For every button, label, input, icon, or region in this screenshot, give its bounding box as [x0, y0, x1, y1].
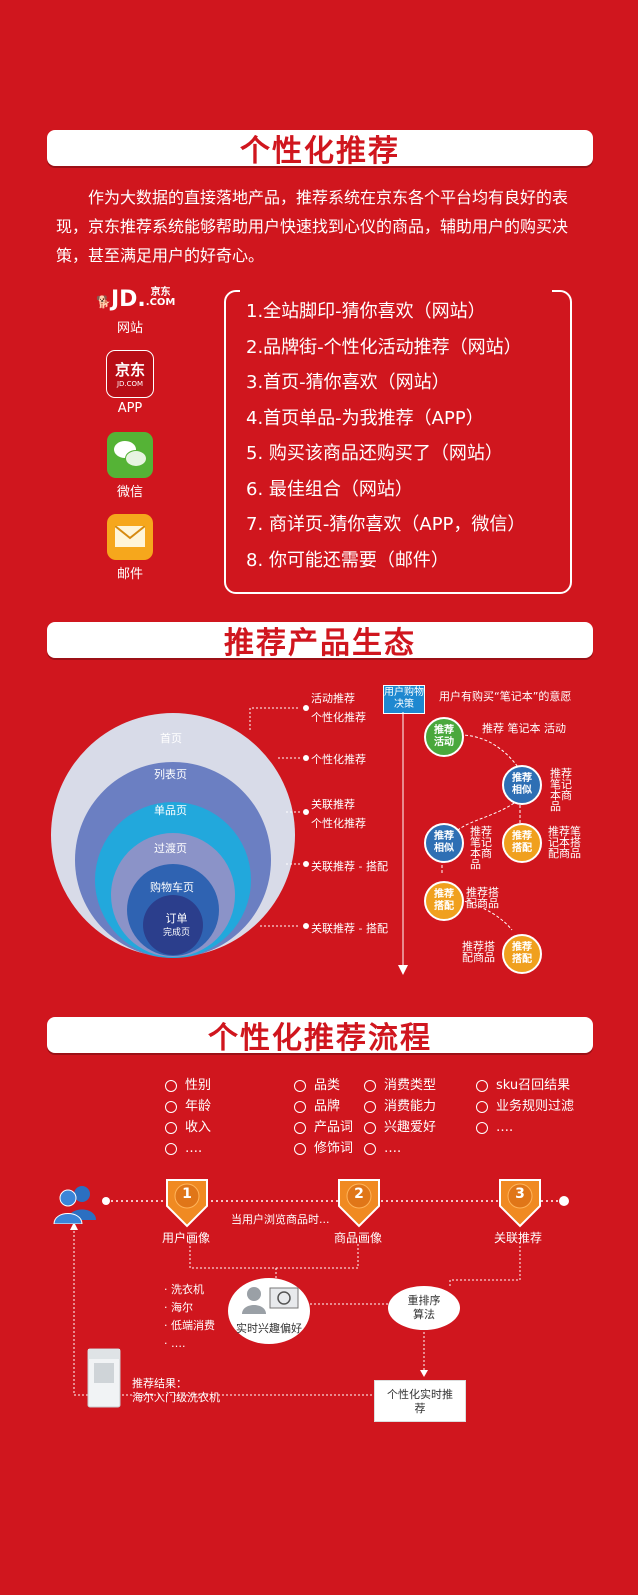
platform-mail: 邮件 — [96, 514, 164, 582]
platform-label: 网站 — [116, 321, 143, 336]
step-number: 2 — [354, 1186, 364, 1202]
radio-icon — [165, 1079, 177, 1092]
step-label: 商品画像 — [334, 1231, 383, 1245]
node-recommend-activity: 推荐活动 — [424, 717, 464, 757]
profile-bullets: · 洗衣机 · 海尔 · 低端消费 · …. — [164, 1283, 215, 1350]
interest-graphic-icon — [240, 1284, 300, 1314]
annotation: 个性化推荐 — [311, 753, 366, 766]
radio-icon — [294, 1079, 306, 1092]
node-note: 推荐搭配商品 — [462, 940, 495, 964]
decision-arrow — [398, 712, 408, 975]
radio-icon — [294, 1100, 306, 1113]
item-attributes: 品类 品牌 产品词 修饰词 — [294, 1075, 353, 1159]
recommendation-list: 1.全站脚印-猜你喜欢（网站） 2.品牌街-个性化活动推荐（网站） 3.首页-猜… — [246, 294, 525, 578]
annotation: 活动推荐 — [311, 692, 355, 705]
rerank-bubble: 重排序算法 — [388, 1286, 460, 1330]
platform-wechat: 微信 — [96, 432, 164, 500]
step-2-marker — [338, 1179, 380, 1228]
annotation-connectors — [249, 705, 309, 929]
ring-label-order: 订单 完成页 — [163, 912, 191, 938]
jd-logo: 🐕JD. 京东 .COM — [96, 287, 176, 312]
section-title: 个性化推荐 — [240, 134, 400, 169]
node-recommend-combo: 推荐搭配 — [424, 881, 464, 921]
radio-icon — [476, 1079, 488, 1092]
radio-icon — [165, 1142, 177, 1155]
consumption-attributes: 消费类型 消费能力 兴趣爱好 …. — [364, 1075, 436, 1159]
section-title-banner: 个性化推荐流程 — [47, 1017, 593, 1056]
list-item: 7. 商详页-猜你喜欢（APP，微信） — [246, 514, 526, 535]
ring-label-cart: 购物车页 — [150, 881, 194, 894]
platform-label: 邮件 — [116, 567, 143, 582]
node-note: 推荐 笔记本 活动 — [482, 722, 566, 735]
interest-label: 实时兴趣偏好 — [236, 1322, 302, 1335]
list-item: 1.全站脚印-猜你喜欢（网站） — [246, 301, 486, 322]
step-label: 关联推荐 — [494, 1231, 543, 1245]
platform-website: 🐕JD. 京东 .COM 网站 — [96, 287, 176, 337]
section-title-banner: 个性化推荐 — [47, 130, 593, 169]
page-funnel-circles — [51, 713, 295, 958]
annotation: 个性化推荐 — [311, 711, 366, 724]
radio-icon — [165, 1121, 177, 1134]
node-recommend-similar: 推荐相似 — [424, 823, 464, 863]
list-item: 2.品牌街-个性化活动推荐（网站） — [246, 336, 522, 358]
node-recommend-combo: 推荐搭配 — [502, 934, 542, 974]
node-recommend-similar: 推荐相似 — [502, 765, 542, 805]
node-note: 推荐笔记本商品 — [550, 767, 572, 813]
intro-paragraph: 作为大数据的直接落地产品，推荐系统在京东各个平台均有良好的表现，京东推荐系统能够… — [56, 183, 586, 270]
jd-app-icon: 京东 JD.COM — [106, 350, 154, 398]
decision-box: 用户购物决策 — [383, 685, 425, 714]
section-title-banner: 推荐产品生态 — [47, 622, 593, 661]
ring-label-item: 单品页 — [154, 804, 187, 817]
list-item: 4.首页单品-为我推荐（APP） — [246, 407, 484, 429]
step-3-marker — [499, 1179, 541, 1228]
radio-icon — [476, 1121, 488, 1134]
user-attributes: 性别 年龄 收入 …. — [165, 1075, 211, 1159]
step-number: 1 — [182, 1186, 192, 1202]
radio-icon — [165, 1100, 177, 1113]
node-recommend-combo: 推荐搭配 — [502, 823, 542, 863]
users-icon — [52, 1184, 100, 1225]
node-note: 推荐笔记本商品 — [470, 825, 492, 871]
radio-icon — [294, 1121, 306, 1134]
ring-label-transition: 过渡页 — [154, 842, 187, 855]
mail-icon — [107, 514, 153, 560]
recall-attributes: sku召回结果 业务规则过滤 …. — [476, 1075, 574, 1138]
personal-realtime-box: 个性化实时推荐 — [374, 1380, 466, 1422]
annotation: 关联推荐 - 搭配 — [311, 860, 388, 873]
ring-label-list: 列表页 — [154, 768, 187, 781]
intent-note: 用户有购买“笔记本”的意愿 — [439, 690, 572, 703]
wechat-icon — [107, 432, 153, 478]
platform-label: 微信 — [116, 485, 143, 500]
radio-icon — [476, 1100, 488, 1113]
step-label: 用户画像 — [162, 1231, 211, 1245]
annotation: 关联推荐 - 搭配 — [311, 922, 388, 935]
section-title: 个性化推荐流程 — [208, 1021, 432, 1056]
washing-machine-icon — [86, 1347, 122, 1409]
step-number: 3 — [515, 1186, 525, 1202]
node-note: 推荐搭配商品 — [466, 886, 499, 910]
node-note: 推荐笔记本搭配商品 — [548, 825, 581, 860]
annotation: 个性化推荐 — [311, 817, 366, 830]
list-item: 5. 购买该商品还购买了（网站） — [246, 443, 503, 464]
ring-label-home: 首页 — [160, 732, 182, 745]
section-title: 推荐产品生态 — [224, 626, 416, 661]
step-1-marker — [166, 1179, 208, 1228]
radio-icon — [364, 1100, 376, 1113]
list-item: 3.首页-猜你喜欢（网站） — [246, 372, 450, 393]
platform-label: APP — [117, 401, 143, 416]
radio-icon — [364, 1121, 376, 1134]
annotation: 关联推荐 — [311, 798, 355, 811]
platform-app: 京东 JD.COM APP — [96, 350, 164, 416]
jd-dog-icon: 🐕 — [96, 295, 111, 309]
radio-icon — [294, 1142, 306, 1155]
list-item: 8. 你可能还需要（邮件） — [246, 549, 449, 571]
list-item: 6. 最佳组合（网站） — [246, 478, 413, 500]
radio-icon — [364, 1079, 376, 1092]
browse-note: 当用户浏览商品时... — [231, 1213, 330, 1226]
intro-text: 作为大数据的直接落地产品，推荐系统在京东各个平台均有良好的表现，京东推荐系统能够… — [56, 188, 569, 265]
result-text: 推荐结果： 海尔入门级洗衣机 — [132, 1377, 220, 1404]
radio-icon — [364, 1142, 376, 1155]
